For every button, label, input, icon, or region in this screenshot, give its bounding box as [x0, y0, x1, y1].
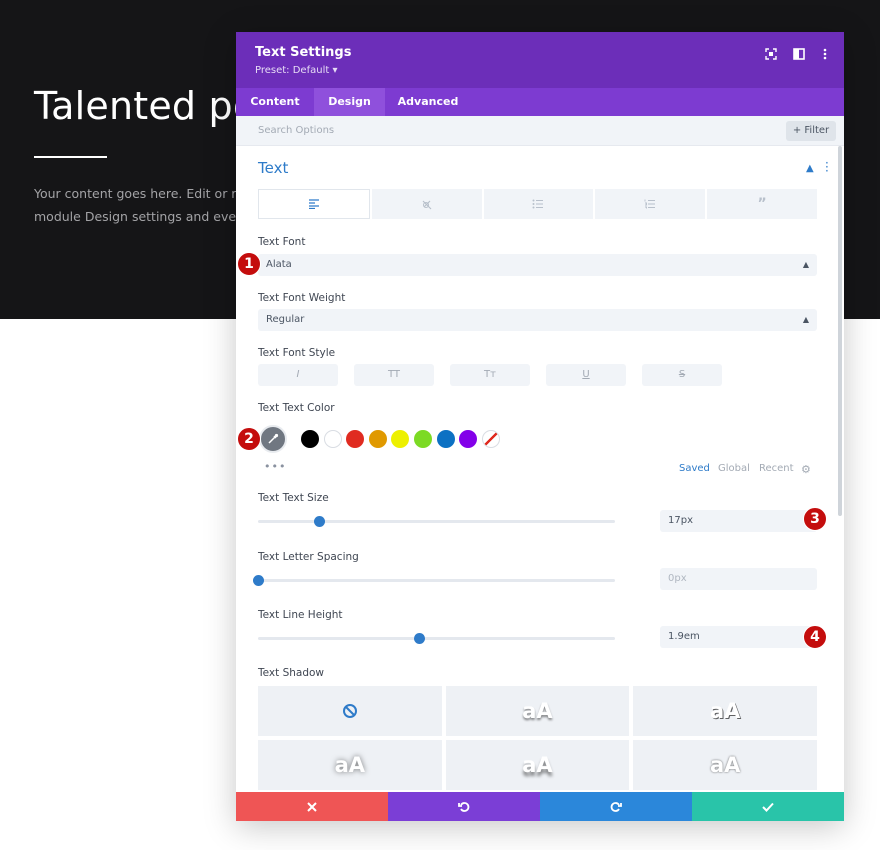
- fullscreen-icon[interactable]: [764, 46, 778, 60]
- color-swatch[interactable]: [436, 430, 455, 448]
- color-picker-button[interactable]: [259, 425, 287, 453]
- slider-thumb[interactable]: [413, 633, 425, 644]
- modal-title: Text Settings: [255, 45, 352, 60]
- letter-spacing-input[interactable]: 0px: [660, 568, 817, 590]
- annotation-badge: 4: [803, 625, 827, 649]
- more-options-icon[interactable]: [818, 46, 832, 60]
- text-size-input[interactable]: 17px: [660, 510, 817, 532]
- close-icon: [307, 801, 317, 812]
- strikethrough-button[interactable]: S: [642, 364, 722, 386]
- align-left-icon: [308, 199, 319, 209]
- uppercase-button[interactable]: TT: [354, 364, 434, 386]
- color-swatch[interactable]: [323, 430, 342, 448]
- chevron-up-icon[interactable]: ▲: [806, 163, 814, 174]
- font-weight-select[interactable]: Regular ▲: [258, 309, 817, 331]
- text-font-select[interactable]: Alata ▲: [258, 254, 817, 276]
- letter-spacing-slider[interactable]: [253, 575, 615, 586]
- hero-body-text: Your content goes here. Edit or remo mod…: [34, 182, 254, 228]
- text-font-label: Text Font: [258, 236, 306, 248]
- annotation-badge: 1: [237, 252, 261, 276]
- palette-tab-recent[interactable]: Recent: [759, 463, 794, 474]
- text-align-group: ”: [258, 189, 817, 219]
- section-menu-icon[interactable]: · · ·: [825, 156, 829, 178]
- section-title[interactable]: Text: [258, 159, 289, 177]
- checkmark-icon: [762, 802, 774, 812]
- annotation-badge: 2: [237, 427, 261, 451]
- hero-body-line: module Design settings and even ap: [34, 209, 254, 224]
- modal-header: Text Settings Preset: Default ▾: [236, 32, 844, 88]
- annotation-badge: 3: [803, 507, 827, 531]
- bullet-list-button[interactable]: [483, 189, 594, 219]
- align-left-button[interactable]: [258, 189, 370, 219]
- text-shadow-options: aA aA aA aA aA: [258, 686, 817, 790]
- color-swatch[interactable]: [391, 430, 410, 448]
- hero-body-line: Your content goes here. Edit or remo: [34, 186, 254, 201]
- hero-divider: [34, 156, 107, 158]
- font-weight-label: Text Font Weight: [258, 292, 346, 304]
- color-swatch[interactable]: [346, 430, 365, 448]
- slider-thumb[interactable]: [253, 575, 264, 586]
- italic-button[interactable]: I: [258, 364, 338, 386]
- palette-tab-saved[interactable]: Saved: [679, 463, 710, 474]
- color-swatch[interactable]: [414, 430, 432, 448]
- discard-button[interactable]: [236, 792, 388, 821]
- text-settings-modal: Text Settings Preset: Default ▾ Content …: [236, 32, 844, 821]
- color-swatch[interactable]: [459, 430, 478, 448]
- redo-icon: [610, 801, 622, 812]
- shadow-option[interactable]: aA: [633, 740, 817, 790]
- underline-button[interactable]: U: [546, 364, 626, 386]
- capitalize-button[interactable]: Tт: [450, 364, 530, 386]
- color-swatch[interactable]: [301, 430, 319, 448]
- palette-tab-global[interactable]: Global: [718, 463, 750, 474]
- font-style-label: Text Font Style: [258, 347, 336, 359]
- no-color-swatch[interactable]: [481, 430, 500, 448]
- text-size-label: Text Text Size: [258, 492, 329, 504]
- font-weight-value: Regular: [266, 314, 305, 325]
- save-button[interactable]: [692, 792, 844, 821]
- slider-thumb[interactable]: [313, 516, 325, 527]
- text-size-slider[interactable]: [258, 516, 615, 527]
- shadow-option[interactable]: aA: [445, 740, 630, 790]
- shadow-option[interactable]: aA: [258, 740, 442, 790]
- scrollbar[interactable]: [838, 146, 842, 516]
- line-height-slider[interactable]: [258, 633, 615, 644]
- line-height-input[interactable]: 1.9em: [660, 626, 817, 648]
- modal-footer: [236, 792, 844, 821]
- eyedropper-icon: [268, 433, 279, 444]
- select-arrows-icon: ▲: [802, 260, 809, 269]
- shadow-none-option[interactable]: [258, 686, 442, 736]
- search-bar: Search Options + Filter: [236, 116, 844, 146]
- no-shadow-icon: [342, 704, 357, 718]
- quote-icon: ”: [757, 196, 767, 212]
- gear-icon[interactable]: ⚙: [801, 463, 811, 476]
- bullet-list-icon: [532, 199, 544, 209]
- font-style-group: I TT Tт U S: [258, 364, 722, 386]
- undo-button[interactable]: [388, 792, 540, 821]
- redo-button[interactable]: [540, 792, 692, 821]
- filter-button[interactable]: + Filter: [786, 121, 836, 141]
- text-color-label: Text Text Color: [258, 402, 335, 414]
- modal-tabs: Content Design Advanced: [236, 88, 844, 116]
- numbered-list-button[interactable]: [595, 189, 706, 219]
- split-view-icon[interactable]: [792, 46, 806, 60]
- format-clear-button[interactable]: [371, 189, 482, 219]
- blockquote-button[interactable]: ”: [707, 189, 817, 219]
- letter-spacing-label: Text Letter Spacing: [258, 551, 359, 563]
- text-shadow-label: Text Shadow: [258, 667, 325, 679]
- numbered-list-icon: [644, 199, 656, 209]
- search-input[interactable]: Search Options: [258, 125, 335, 136]
- shadow-option[interactable]: aA: [633, 686, 817, 736]
- more-colors-icon[interactable]: •••: [264, 460, 287, 473]
- tab-design[interactable]: Design: [314, 88, 385, 116]
- preset-selector[interactable]: Preset: Default ▾: [255, 65, 338, 76]
- tab-content[interactable]: Content: [250, 95, 300, 108]
- brush-icon: [422, 200, 432, 210]
- line-height-label: Text Line Height: [258, 609, 343, 621]
- text-font-value: Alata: [266, 259, 292, 270]
- color-swatch[interactable]: [368, 430, 387, 448]
- tab-advanced[interactable]: Advanced: [397, 95, 459, 108]
- undo-icon: [458, 801, 470, 812]
- select-arrows-icon: ▲: [802, 315, 809, 324]
- shadow-option[interactable]: aA: [445, 686, 630, 736]
